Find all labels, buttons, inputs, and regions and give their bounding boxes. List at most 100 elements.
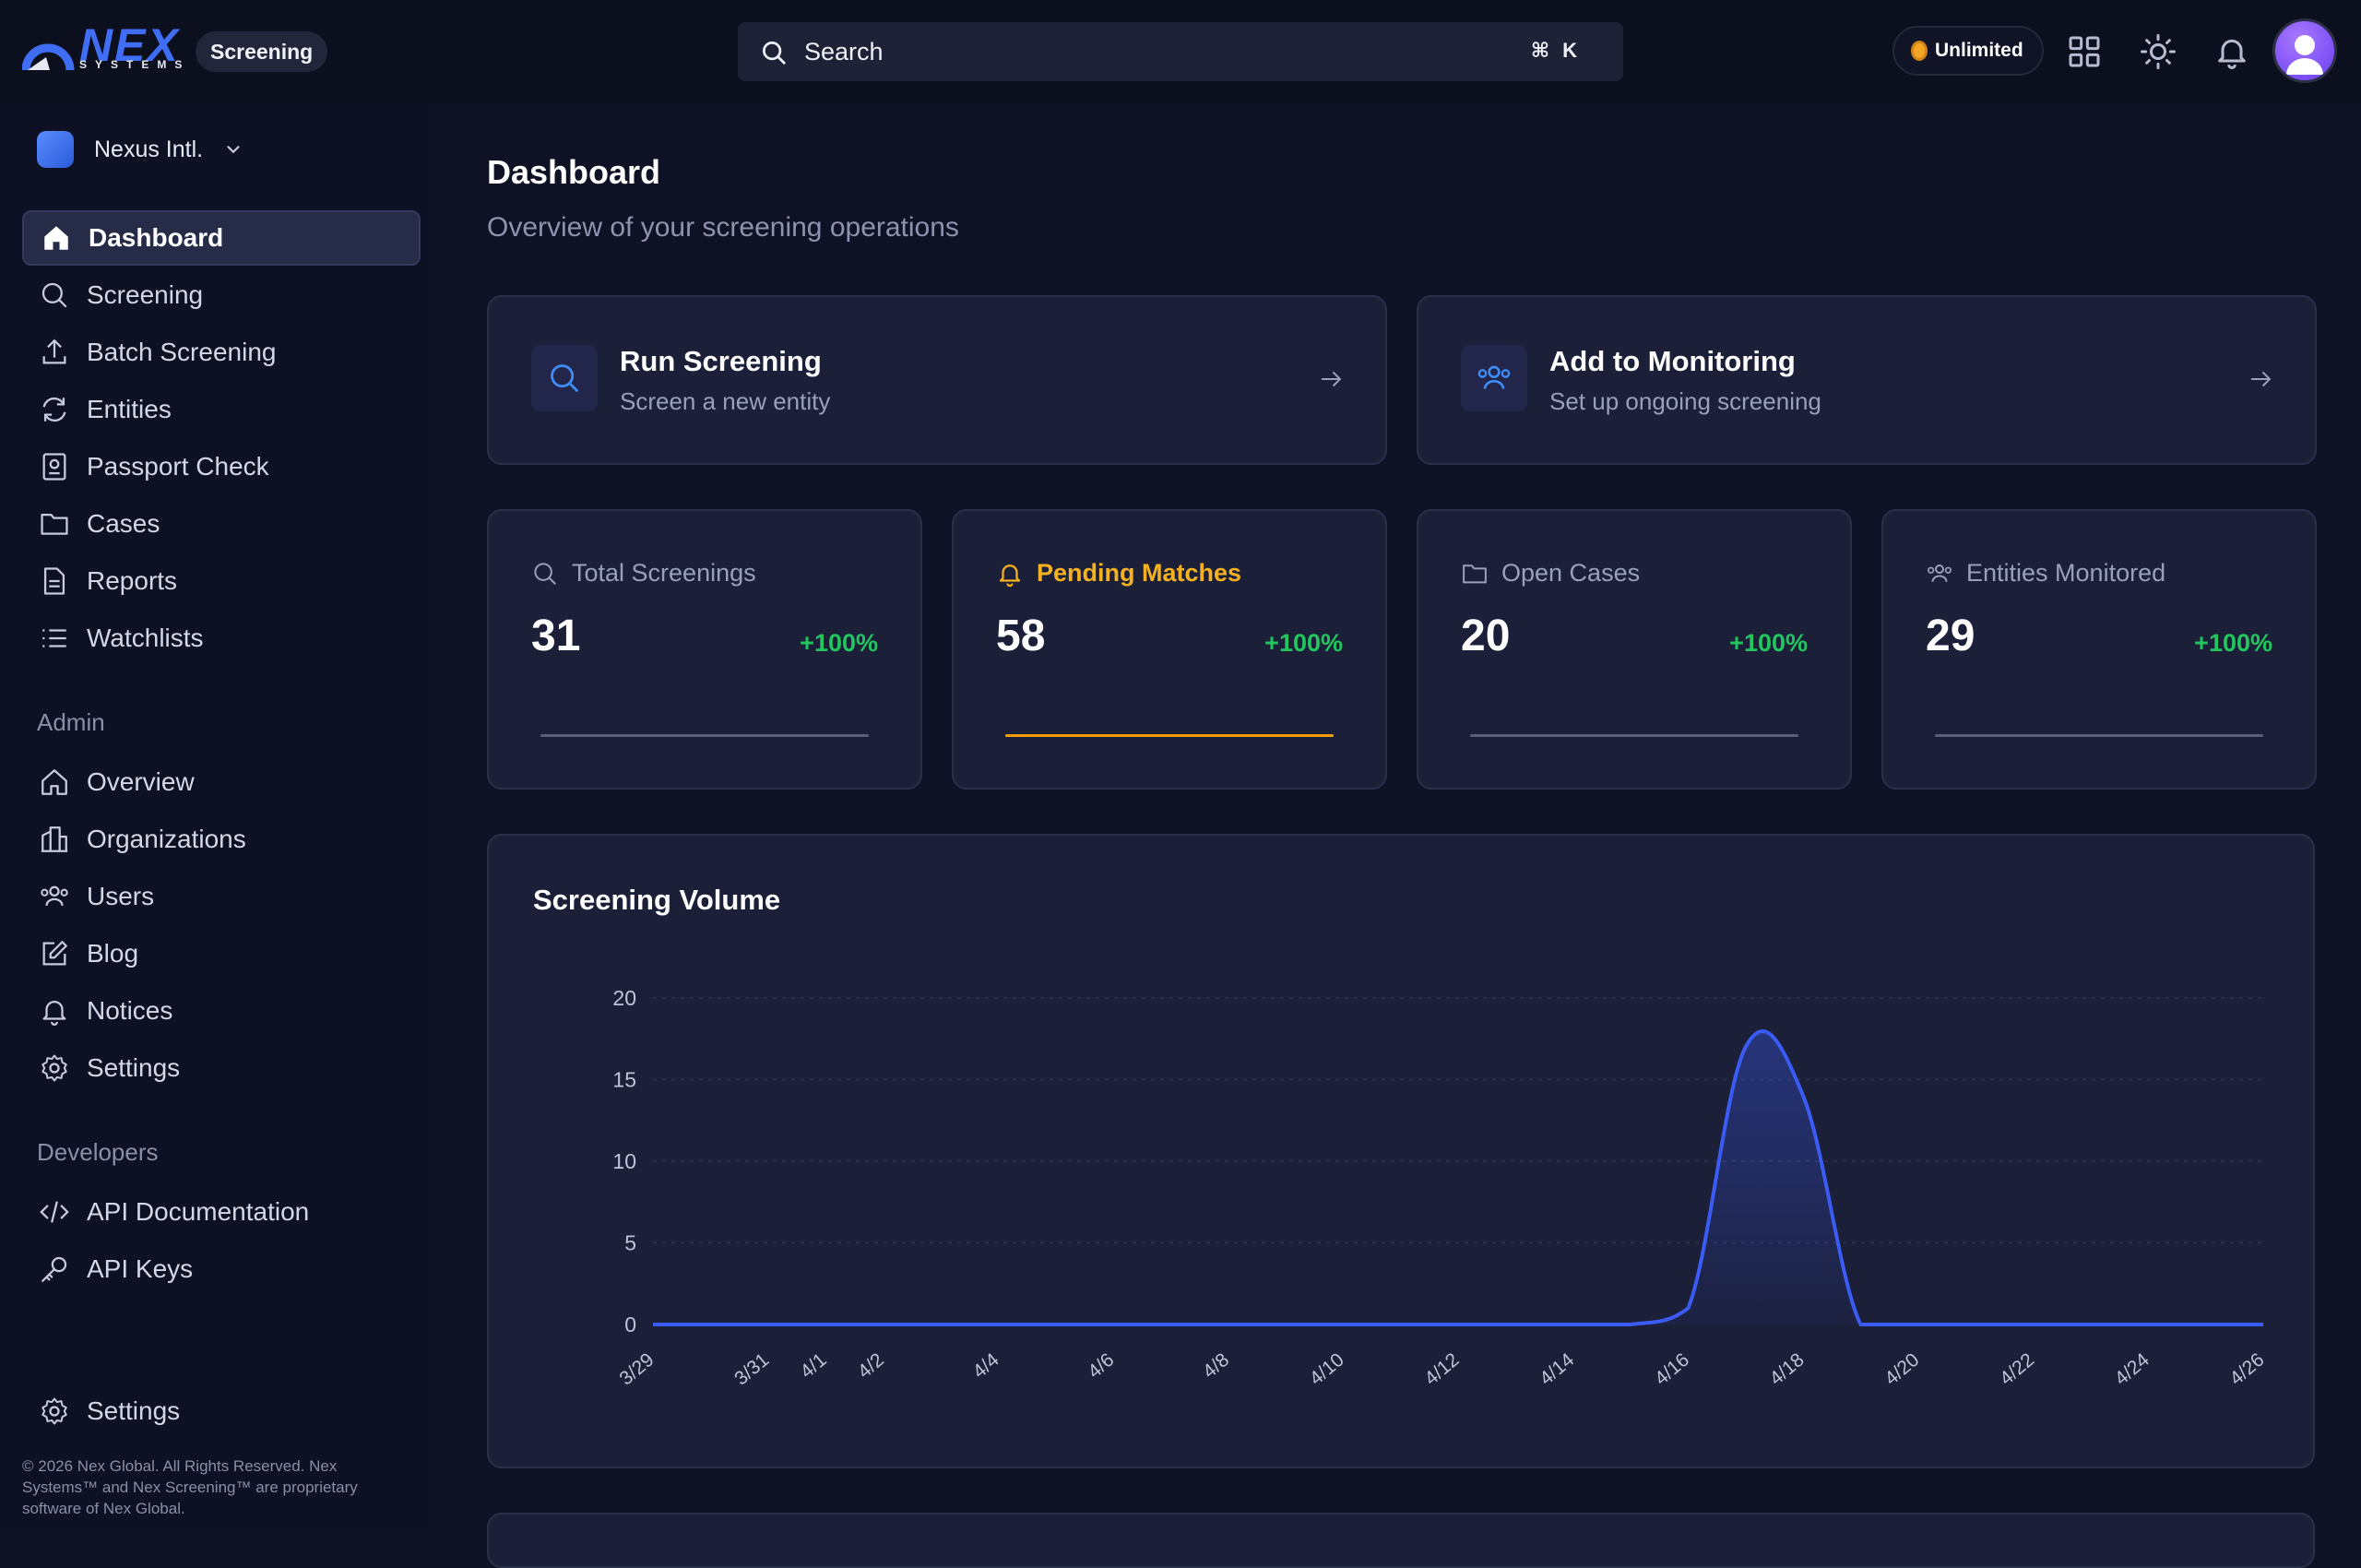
bell-icon[interactable] [2213, 33, 2250, 70]
x-tick-label: 4/26 [2225, 1349, 2268, 1390]
nex-logo[interactable]: NEX SYSTEMS [22, 19, 184, 74]
stat-card-pending-matches[interactable]: Pending Matches 58 +100% [952, 509, 1387, 790]
user-avatar[interactable] [2272, 18, 2337, 83]
sidebar-item-users[interactable]: Users [22, 869, 421, 924]
search-input[interactable] [804, 22, 1450, 81]
sidebar-bottom-settings[interactable]: Settings [22, 1384, 421, 1439]
sidebar-item-cases[interactable]: Cases [22, 496, 421, 552]
developers-section-label: Developers [37, 1138, 159, 1166]
stat-card-total-screenings[interactable]: Total Screenings 31 +100% [487, 509, 922, 790]
action-icon-box [1461, 345, 1527, 411]
x-tick-label: 4/14 [1536, 1348, 1578, 1389]
stat-label: Pending Matches [1037, 559, 1242, 587]
series-line [652, 1029, 2263, 1326]
sidebar-item-notices[interactable]: Notices [22, 983, 421, 1039]
org-logo-icon [37, 131, 74, 168]
sparkline [1005, 734, 1334, 737]
stat-card-open-cases[interactable]: Open Cases 20 +100% [1417, 509, 1852, 790]
run-screening-card[interactable]: Run Screening Screen a new entity [487, 295, 1387, 465]
sidebar-item-label: Settings [87, 1053, 181, 1082]
building-icon [41, 826, 68, 852]
sidebar-item-api-documentation[interactable]: API Documentation [22, 1184, 421, 1240]
stat-header: Pending Matches [996, 559, 1241, 588]
sparkline [1935, 734, 2263, 737]
sidebar-item-entities[interactable]: Entities [22, 382, 421, 437]
sidebar-item-watchlists[interactable]: Watchlists [22, 611, 421, 666]
stat-value: 20 [1461, 612, 1511, 660]
home-icon [42, 769, 67, 795]
x-tick-label: 4/2 [854, 1349, 888, 1383]
product-badge: Screening [196, 31, 328, 72]
sidebar-item-label: Overview [87, 767, 195, 796]
sidebar-item-label: Passport Check [87, 452, 269, 481]
page-subtitle: Overview of your screening operations [487, 212, 959, 243]
sidebar-item-label: API Keys [87, 1254, 194, 1283]
org-switcher[interactable]: Nexus Intl. [37, 131, 243, 168]
search-icon [551, 364, 579, 393]
action-subtitle: Screen a new entity [620, 387, 831, 415]
sidebar-item-label: Screening [87, 280, 204, 309]
sidebar-item-label: Users [87, 882, 155, 910]
bell-icon [42, 1001, 66, 1026]
search-bar[interactable]: ⌘K [738, 22, 1623, 81]
stat-header: Total Screenings [531, 559, 756, 588]
top-bar: NEX SYSTEMS Screening ⌘K Unlimited [0, 0, 2361, 103]
sidebar-item-settings[interactable]: Settings [22, 1040, 421, 1096]
stat-label: Entities Monitored [1966, 559, 2166, 587]
action-subtitle: Set up ongoing screening [1549, 387, 1821, 415]
apps-grid-icon[interactable] [2066, 33, 2103, 70]
user-icon [2286, 35, 2323, 75]
stat-header: Open Cases [1461, 559, 1640, 588]
sun-icon[interactable] [2140, 33, 2177, 70]
screening-volume-card: Screening Volume 0 5 10 15 20 3/29 3/31 4/1 4/2 4… [487, 834, 2315, 1468]
search-icon [534, 562, 556, 585]
x-tick-label: 4/16 [1651, 1349, 1693, 1390]
gear-icon [42, 1054, 67, 1082]
stat-label: Total Screenings [572, 559, 756, 587]
sidebar-item-api-keys[interactable]: API Keys [22, 1241, 421, 1297]
sidebar-item-label: Notices [87, 996, 173, 1025]
plan-badge[interactable]: Unlimited [1892, 26, 2044, 76]
arrow-right-icon [1322, 371, 1342, 387]
sidebar-item-organizations[interactable]: Organizations [22, 812, 421, 867]
action-title: Add to Monitoring [1549, 345, 1796, 377]
sidebar-item-label: Batch Screening [87, 338, 277, 366]
search-icon [763, 42, 786, 65]
users-icon [1927, 564, 1952, 582]
passport-icon [42, 453, 66, 481]
stat-label: Open Cases [1501, 559, 1641, 587]
sidebar-item-batch-screening[interactable]: Batch Screening [22, 325, 421, 380]
sidebar-item-label: Organizations [87, 825, 246, 853]
logo-mark-icon [22, 43, 75, 71]
x-tick-label: 4/1 [796, 1349, 830, 1383]
sidebar-item-label: Cases [87, 509, 160, 538]
org-name: Nexus Intl. [94, 136, 204, 162]
sidebar-item-screening[interactable]: Screening [22, 267, 421, 323]
users-icon [41, 885, 68, 907]
stat-delta: +100% [1264, 629, 1343, 657]
sidebar-item-dashboard[interactable]: Dashboard [22, 210, 421, 266]
next-card [487, 1513, 2315, 1568]
x-tick-label: 4/8 [1199, 1349, 1233, 1383]
sidebar-item-reports[interactable]: Reports [22, 553, 421, 609]
page-title: Dashboard [487, 153, 661, 191]
screening-volume-chart: 0 5 10 15 20 3/29 3/31 4/1 4/2 4/4 4/6 4/8 4/10 4/12 4… [612, 986, 2268, 1390]
folder-icon [41, 513, 68, 535]
sidebar-item-label: Dashboard [89, 223, 224, 252]
coin-icon [1911, 41, 1928, 61]
add-to-monitoring-card[interactable]: Add to Monitoring Set up ongoing screeni… [1417, 295, 2317, 465]
stat-delta: +100% [2194, 629, 2272, 657]
sidebar-item-blog[interactable]: Blog [22, 926, 421, 981]
key-icon [42, 1256, 67, 1282]
admin-section-label: Admin [37, 708, 105, 736]
sidebar-item-passport-check[interactable]: Passport Check [22, 439, 421, 494]
action-icon-box [531, 345, 598, 411]
sidebar-item-overview[interactable]: Overview [22, 754, 421, 810]
edit-icon [42, 941, 67, 966]
x-tick-label: 3/31 [730, 1349, 773, 1390]
home-icon [44, 226, 68, 250]
stat-value: 31 [531, 612, 581, 660]
stat-card-entities-monitored[interactable]: Entities Monitored 29 +100% [1881, 509, 2317, 790]
search-icon [42, 282, 67, 308]
x-tick-label: 4/24 [2111, 1348, 2153, 1389]
